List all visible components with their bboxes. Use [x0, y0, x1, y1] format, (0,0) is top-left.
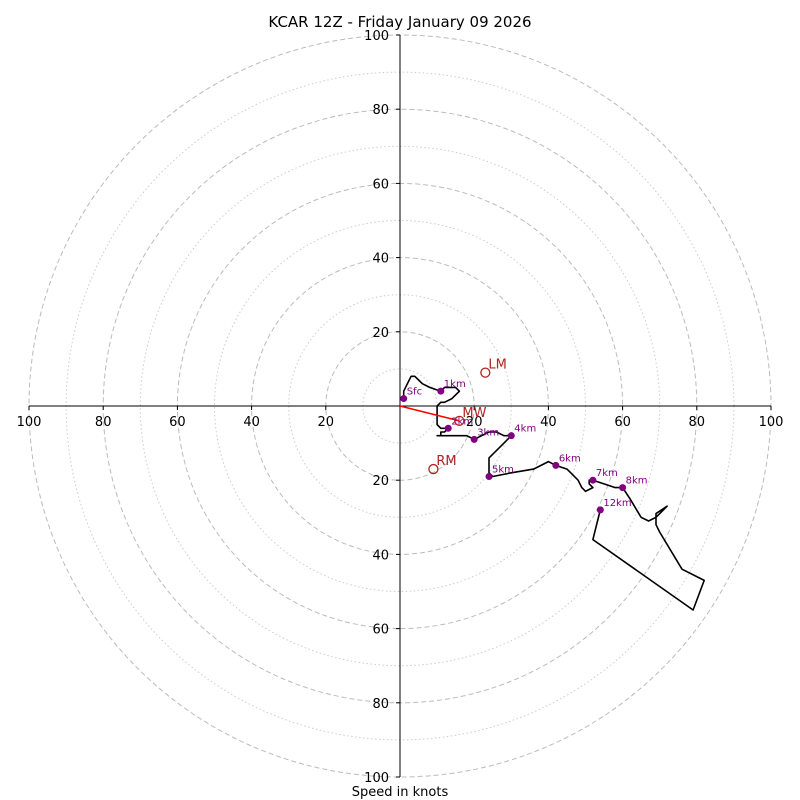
height-marker-label: 6km — [559, 453, 581, 464]
x-tick-label: 100 — [759, 415, 784, 430]
y-tick-label: 40 — [372, 548, 389, 563]
storm-motion-marker — [428, 463, 439, 475]
height-marker-point — [485, 472, 493, 480]
x-tick-label: 40 — [540, 415, 557, 430]
y-tick-label: 80 — [372, 103, 389, 118]
height-marker-label: 2km — [451, 416, 473, 427]
x-tick-label: 40 — [243, 415, 260, 430]
storm-motion-label: LM — [488, 358, 506, 373]
hodograph-line — [402, 375, 706, 611]
height-markers: Sfc 1km 2km 3km 4km 5km 6km 7km 8km 12km — [400, 379, 648, 514]
y-tick-label: 60 — [372, 623, 389, 638]
storm-motion-label: RM — [436, 454, 456, 469]
y-tick-label: 80 — [372, 697, 389, 712]
height-marker-point — [444, 424, 452, 432]
x-tick-label: 100 — [17, 415, 42, 430]
height-marker-label: Sfc — [407, 387, 422, 398]
height-marker-point — [400, 395, 408, 403]
height-marker-point — [619, 484, 627, 492]
height-marker-label: 1km — [444, 379, 466, 390]
storm-motion-label: MW — [462, 406, 486, 421]
height-marker-point — [596, 506, 604, 514]
shear-vector-line — [399, 405, 460, 422]
storm-motions: LM RM MW — [428, 358, 507, 475]
x-tick-label: 80 — [95, 415, 112, 430]
height-marker-point — [470, 435, 478, 443]
storm-motion-marker — [454, 415, 465, 426]
y-tick-label: 20 — [372, 326, 389, 341]
x-tick-label: 20 — [466, 415, 483, 430]
tick-labels: 100 100 80 80 60 60 40 40 20 20 20 20 40 40 60 60 80 80 10… — [17, 29, 784, 786]
chart-title: KCAR 12Z - Friday January 09 2026 — [268, 13, 531, 31]
y-tick-label: 100 — [364, 29, 389, 44]
height-marker-point — [437, 387, 445, 395]
height-marker-label: 4km — [514, 424, 536, 435]
x-tick-label: 60 — [169, 415, 186, 430]
storm-motion-marker — [480, 367, 491, 378]
x-tick-label: 80 — [689, 415, 706, 430]
x-tick-label: 20 — [318, 415, 335, 430]
height-marker-label: 12km — [603, 498, 631, 509]
height-marker-label: 7km — [596, 468, 618, 479]
height-marker-label: 5km — [492, 464, 514, 475]
hodograph-trace — [402, 375, 706, 611]
height-marker-point — [507, 432, 515, 440]
y-tick-label: 60 — [372, 177, 389, 192]
height-marker-point — [552, 461, 560, 469]
x-tick-label: 60 — [614, 415, 631, 430]
height-marker-label: 3km — [477, 427, 499, 438]
y-tick-label: 100 — [364, 771, 389, 786]
x-axis-label: Speed in knots — [352, 785, 449, 800]
y-tick-label: 40 — [372, 252, 389, 267]
height-marker-label: 8km — [626, 476, 648, 487]
shear-vector — [399, 405, 460, 422]
y-tick-label: 20 — [372, 474, 389, 489]
height-marker-point — [589, 476, 597, 484]
